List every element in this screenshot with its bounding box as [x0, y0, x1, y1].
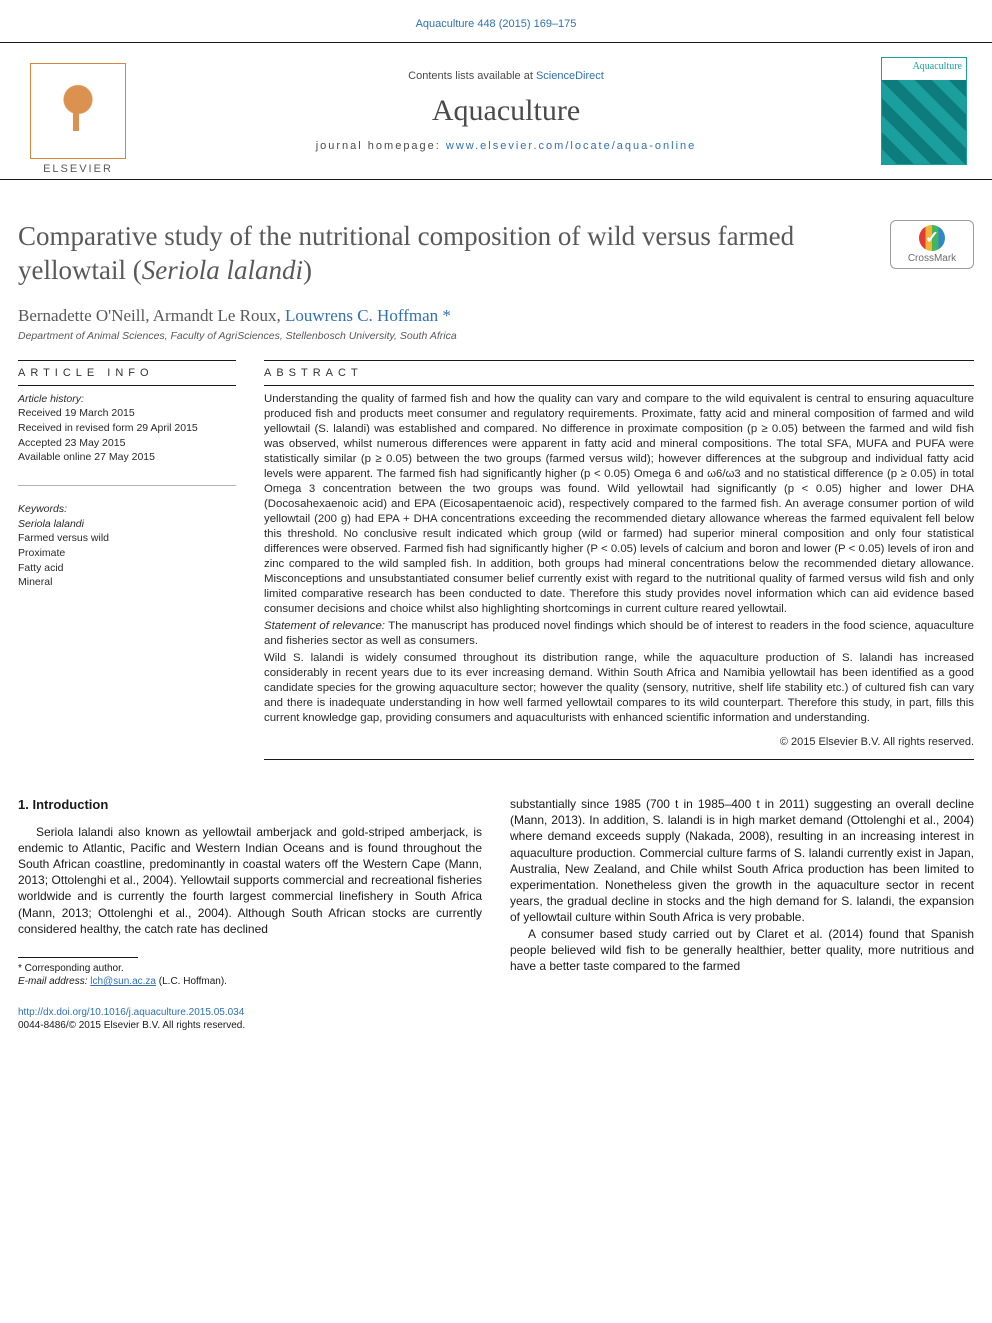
abstract-label: abstract [264, 361, 974, 385]
elsevier-tree-icon [30, 63, 126, 159]
intro-col2a-text: substantially since 1985 (700 t in 1985–… [510, 796, 974, 926]
journal-homepage-link[interactable]: www.elsevier.com/locate/aqua-online [446, 140, 696, 152]
intro-col1-text: Seriola lalandi also known as yellowtail… [18, 824, 482, 937]
sciencedirect-link[interactable]: ScienceDirect [536, 70, 604, 82]
keywords-block: Keywords: Seriola lalandi Farmed versus … [18, 496, 236, 600]
authors-line: Bernadette O'Neill, Armandt Le Roux, Lou… [0, 296, 992, 330]
corresponding-author-link[interactable]: Louwrens C. Hoffman [285, 306, 438, 325]
article-history: Article history: Received 19 March 2015 … [18, 386, 236, 475]
contents-list-line: Contents lists available at ScienceDirec… [156, 70, 856, 82]
affiliation: Department of Animal Sciences, Faculty o… [0, 330, 992, 360]
footnotes: * Corresponding author. E-mail address: … [18, 962, 482, 988]
body-columns: 1. Introduction Seriola lalandi also kno… [0, 766, 992, 988]
elsevier-brand-text: ELSEVIER [18, 163, 138, 175]
header-citation: Aquaculture 448 (2015) 169–175 [0, 0, 992, 42]
intro-heading: 1. Introduction [18, 796, 482, 814]
crossmark-icon: ✓ [919, 225, 945, 251]
doi-block: http://dx.doi.org/10.1016/j.aquaculture.… [0, 988, 992, 1058]
masthead: ELSEVIER Contents lists available at Sci… [0, 42, 992, 180]
intro-col2b-text: A consumer based study carried out by Cl… [510, 926, 974, 975]
journal-name: Aquaculture [156, 94, 856, 128]
article-title: Comparative study of the nutritional com… [18, 220, 872, 288]
abstract-body: Understanding the quality of farmed fish… [264, 386, 974, 760]
corr-email-link[interactable]: lch@sun.ac.za [90, 976, 156, 987]
crossmark-badge[interactable]: ✓ CrossMark [890, 220, 974, 269]
doi-link[interactable]: http://dx.doi.org/10.1016/j.aquaculture.… [18, 1007, 244, 1018]
journal-cover [874, 43, 974, 179]
article-info-label: article info [18, 361, 236, 385]
abstract-copyright: © 2015 Elsevier B.V. All rights reserved… [264, 729, 974, 750]
journal-homepage-line: journal homepage: www.elsevier.com/locat… [156, 140, 856, 152]
journal-cover-icon [881, 57, 967, 165]
elsevier-logo: ELSEVIER [18, 43, 138, 179]
crossmark-label: CrossMark [908, 253, 956, 264]
